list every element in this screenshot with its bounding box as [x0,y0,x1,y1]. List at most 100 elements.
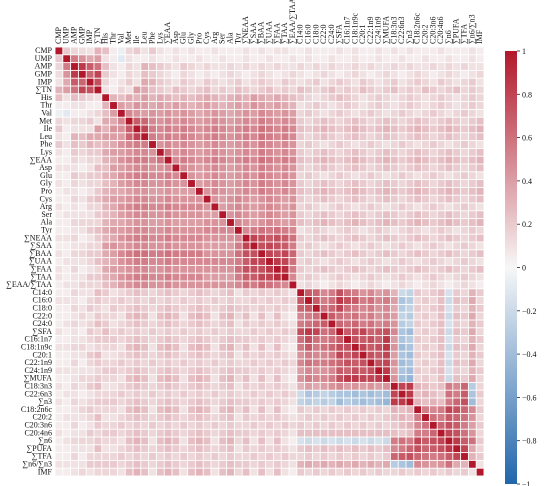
heatmap-cell [227,429,234,437]
heatmap-cell [289,172,297,180]
heatmap-cell [461,421,468,429]
heatmap-cell [164,429,172,437]
heatmap-cell [398,281,406,289]
heatmap-cell [227,78,234,86]
heatmap-cell [398,460,406,468]
heatmap-cell [344,187,351,195]
heatmap-cell [156,312,164,320]
column-label: Ile [132,35,141,44]
heatmap-cell [94,211,102,219]
heatmap-cell [195,63,203,70]
heatmap-cell [86,109,94,117]
heatmap-cell [78,328,86,336]
heatmap-cell [390,47,398,55]
heatmap-cell [78,117,86,125]
heatmap-cell [375,258,383,265]
heatmap-cell [453,375,461,382]
heatmap-cell [453,320,461,328]
heatmap-cell [359,226,367,234]
heatmap-cell [250,343,258,351]
heatmap-cell [211,203,219,211]
heatmap-cell [383,125,390,133]
heatmap-cell [305,265,312,273]
heatmap-cell [180,468,188,476]
heatmap-cell [383,242,390,250]
heatmap-cell [273,148,281,156]
heatmap-cell [180,453,188,460]
heatmap-cell [110,468,117,476]
heatmap-cell [429,258,437,265]
heatmap-cell [94,297,102,304]
heatmap-cell [461,55,468,63]
heatmap-cell [453,226,461,234]
heatmap-cell [242,398,250,406]
heatmap-cell [156,125,164,133]
column-label: ∑EAA [163,22,172,44]
heatmap-cell [289,250,297,258]
heatmap-cell [266,109,273,117]
heatmap-cell [149,460,156,468]
heatmap-cell [437,390,445,398]
heatmap-cell [461,47,468,55]
heatmap-cell [250,156,258,164]
heatmap-cell [71,453,78,460]
heatmap-cell [312,390,320,398]
heatmap-cell [141,250,149,258]
heatmap-cell [203,47,211,55]
heatmap-cell [476,328,484,336]
heatmap-cell [180,180,188,187]
heatmap-cell [367,367,375,375]
heatmap-cell [55,343,63,351]
heatmap-cell [445,390,453,398]
row-label: CMP [35,46,52,55]
heatmap-cell [55,141,63,148]
heatmap-cell [476,242,484,250]
heatmap-cell [398,273,406,281]
heatmap-cell [125,265,133,273]
heatmap-cell [390,273,398,281]
heatmap-cell [211,109,219,117]
heatmap-cell [453,195,461,203]
heatmap-cell [367,265,375,273]
heatmap-cell [258,78,266,86]
heatmap-cell [312,312,320,320]
heatmap-cell [71,187,78,195]
heatmap-cell [429,70,437,78]
heatmap-cell [78,47,86,55]
heatmap-cell [258,141,266,148]
heatmap-cell [258,320,266,328]
heatmap-cell [94,125,102,133]
heatmap-cell [180,195,188,203]
heatmap-cell [390,226,398,234]
heatmap-cell [367,421,375,429]
heatmap-cell [414,187,422,195]
heatmap-cell [188,414,195,421]
heatmap-cell [125,320,133,328]
heatmap-cell [86,78,94,86]
heatmap-cell [461,414,468,421]
heatmap-cell [266,180,273,187]
heatmap-cell [344,63,351,70]
heatmap-cell [429,63,437,70]
heatmap-cell [406,78,414,86]
heatmap-cell [461,359,468,367]
heatmap-cell [367,187,375,195]
heatmap-cell [102,109,110,117]
heatmap-cell [242,109,250,117]
heatmap-cell [227,273,234,281]
heatmap-cell [227,109,234,117]
heatmap-cell [476,421,484,429]
heatmap-cell [297,336,305,343]
heatmap-cell [188,94,195,102]
heatmap-cell [125,367,133,375]
heatmap-cell [86,117,94,125]
heatmap-cell [133,133,141,141]
heatmap-cell [180,320,188,328]
heatmap-cell [336,78,344,86]
heatmap-cell [273,55,281,63]
heatmap-cell [63,281,71,289]
heatmap-cell [78,468,86,476]
heatmap-cell [414,359,422,367]
heatmap-cell [367,133,375,141]
heatmap-cell [55,359,63,367]
